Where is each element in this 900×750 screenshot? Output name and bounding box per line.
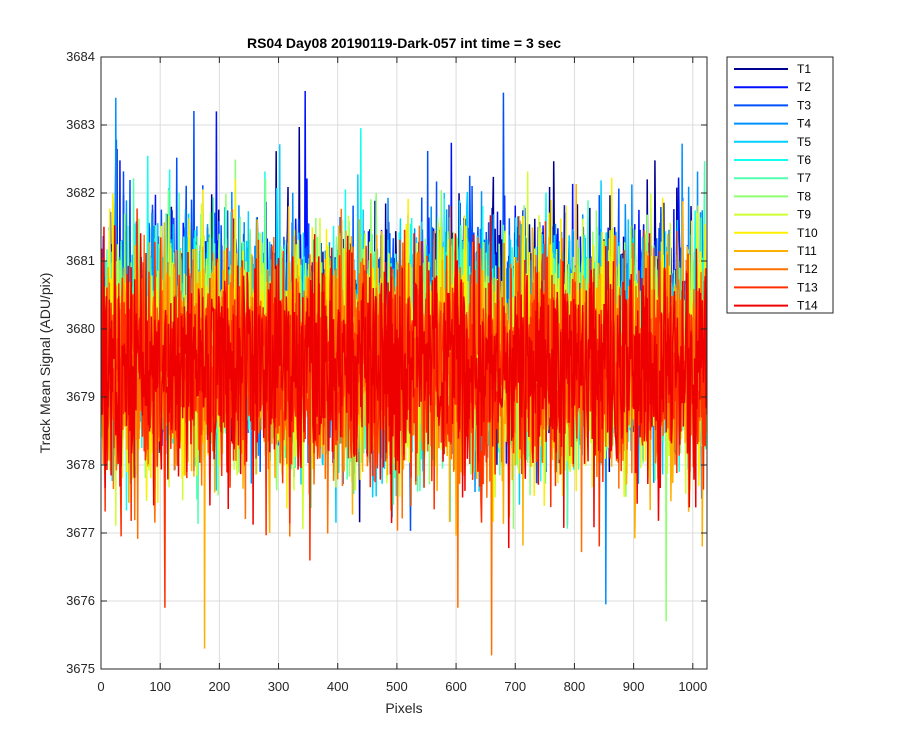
y-tick-label: 3676	[66, 593, 95, 608]
x-tick-label: 800	[564, 679, 586, 694]
legend-label-t6: T6	[797, 153, 811, 167]
y-tick-label: 3679	[66, 389, 95, 404]
y-tick-label: 3680	[66, 321, 95, 336]
x-tick-label: 1000	[678, 679, 707, 694]
legend-label-t7: T7	[797, 171, 811, 185]
y-axis-label: Track Mean Signal (ADU/pix)	[37, 273, 53, 454]
axes-box	[100, 56, 708, 670]
legend-label-t10: T10	[797, 226, 818, 240]
x-tick-label: 400	[327, 679, 349, 694]
legend-label-t11: T11	[797, 244, 817, 258]
y-tick-label: 3675	[66, 661, 95, 676]
y-tick-label: 3682	[66, 185, 95, 200]
legend-label-t5: T5	[797, 135, 811, 149]
y-tick-label: 3684	[66, 49, 95, 64]
legend-label-t3: T3	[797, 98, 811, 112]
series-lines	[101, 90, 707, 656]
legend-label-t1: T1	[797, 62, 811, 76]
x-axis-label: Pixels	[385, 700, 422, 716]
x-tick-label: 300	[268, 679, 290, 694]
legend-label-t2: T2	[797, 80, 811, 94]
series-line-t14	[101, 215, 707, 549]
x-tick-label: 700	[504, 679, 526, 694]
chart-title: RS04 Day08 20190119-Dark-057 int time = …	[247, 35, 561, 51]
legend-label-t4: T4	[797, 117, 811, 131]
legend-label-t14: T14	[797, 299, 818, 313]
y-tick-label: 3677	[66, 525, 95, 540]
legend-label-t13: T13	[797, 280, 818, 294]
x-tick-label: 100	[149, 679, 171, 694]
legend-label-t8: T8	[797, 189, 811, 203]
y-tick-label: 3683	[66, 117, 95, 132]
legend-label-t9: T9	[797, 208, 811, 222]
plot-area	[101, 90, 707, 656]
legend-label-t12: T12	[797, 262, 818, 276]
x-tick-label: 0	[97, 679, 104, 694]
legend: T1 T2 T3 T4 T5 T6 T7 T8 T9 T10 T11 T12 T13 T14	[726, 56, 834, 314]
x-tick-label: 600	[445, 679, 467, 694]
x-axis: 0 100 200 300 400 500 600 700 800 900 1000	[97, 57, 707, 694]
y-tick-label: 3678	[66, 457, 95, 472]
y-tick-label: 3681	[66, 253, 95, 268]
legend-box	[726, 56, 834, 314]
x-tick-label: 200	[209, 679, 231, 694]
x-tick-label: 900	[623, 679, 645, 694]
x-tick-label: 500	[386, 679, 408, 694]
y-axis: 3675 3676 3677 3678 3679 3680 3681 3682 3683 3684	[66, 49, 707, 676]
